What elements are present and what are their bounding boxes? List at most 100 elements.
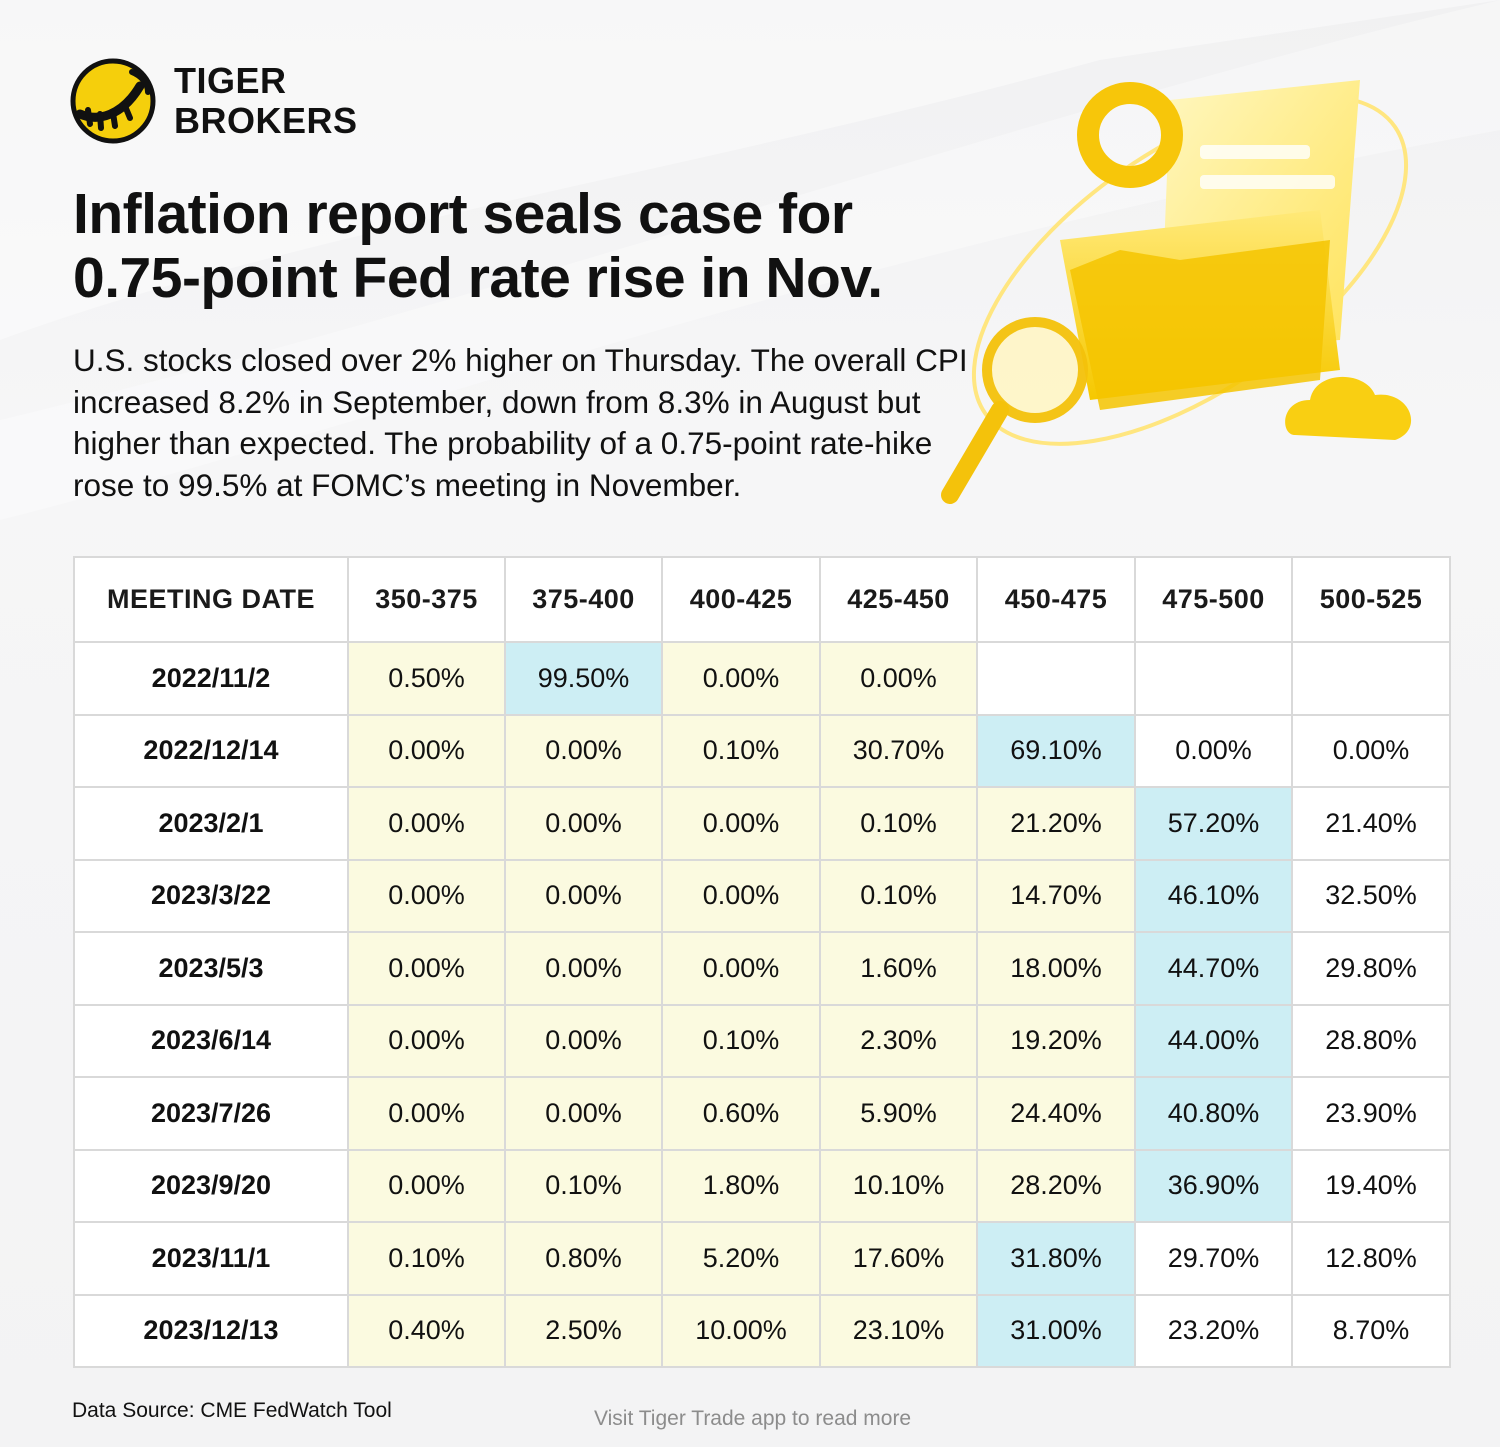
probability-cell-highlighted: 69.10%	[976, 713, 1136, 788]
table-row: 2022/12/14 0.00% 0.00% 0.10% 30.70% 69.10% 0.0…	[73, 713, 1451, 788]
table-row: 2023/12/13 0.40% 2.50% 10.00% 23.10% 31.00% 23…	[73, 1293, 1451, 1368]
meeting-date-cell: 2023/5/3	[73, 931, 349, 1006]
probability-cell: 0.10%	[819, 858, 978, 933]
column-header: 375-400	[504, 556, 663, 643]
meeting-date-cell: 2022/11/2	[73, 641, 349, 716]
table-row: 2022/11/2 0.50% 99.50% 0.00% 0.00%	[73, 641, 1451, 716]
probability-cell	[1291, 641, 1451, 716]
table-row: 2023/9/20 0.00% 0.10% 1.80% 10.10% 28.20% 36.9…	[73, 1148, 1451, 1223]
probability-cell: 0.00%	[1291, 713, 1451, 788]
column-header: 500-525	[1291, 556, 1451, 643]
brand-logo: TIGER BROKERS	[70, 58, 358, 144]
probability-cell: 0.00%	[347, 858, 506, 933]
probability-cell-highlighted: 57.20%	[1134, 786, 1293, 861]
headline-line2: 0.75-point Fed rate rise in Nov.	[73, 246, 883, 310]
column-header: 350-375	[347, 556, 506, 643]
column-header: 425-450	[819, 556, 978, 643]
fedwatch-probability-table: MEETING DATE 350-375 375-400 400-425 425…	[73, 556, 1451, 1368]
probability-cell: 21.20%	[976, 786, 1136, 861]
probability-cell: 0.60%	[661, 1076, 821, 1151]
probability-cell: 5.20%	[661, 1221, 821, 1296]
probability-cell-highlighted: 31.00%	[976, 1293, 1136, 1368]
probability-cell: 5.90%	[819, 1076, 978, 1151]
probability-cell: 0.00%	[1134, 713, 1293, 788]
probability-cell: 0.10%	[819, 786, 978, 861]
brand-name-line1: TIGER	[174, 60, 287, 101]
probability-cell: 28.80%	[1291, 1003, 1451, 1078]
probability-cell: 32.50%	[1291, 858, 1451, 933]
probability-cell: 0.10%	[661, 713, 821, 788]
probability-cell: 0.00%	[347, 1076, 506, 1151]
background-decoration	[0, 0, 1500, 520]
probability-cell: 0.00%	[819, 641, 978, 716]
probability-cell: 24.40%	[976, 1076, 1136, 1151]
probability-cell: 0.00%	[504, 931, 663, 1006]
probability-cell: 0.40%	[347, 1293, 506, 1368]
column-header: 400-425	[661, 556, 821, 643]
probability-cell: 0.00%	[661, 786, 821, 861]
probability-cell: 0.50%	[347, 641, 506, 716]
table-row: 2023/3/22 0.00% 0.00% 0.00% 0.10% 14.70% 46.10…	[73, 858, 1451, 933]
probability-cell: 23.20%	[1134, 1293, 1293, 1368]
table-row: 2023/6/14 0.00% 0.00% 0.10% 2.30% 19.20% 44.00…	[73, 1003, 1451, 1078]
probability-cell: 0.00%	[661, 858, 821, 933]
probability-cell: 0.00%	[504, 1076, 663, 1151]
probability-cell: 23.10%	[819, 1293, 978, 1368]
probability-cell: 28.20%	[976, 1148, 1136, 1223]
probability-cell-highlighted: 44.70%	[1134, 931, 1293, 1006]
table-row: 2023/2/1 0.00% 0.00% 0.00% 0.10% 21.20% 57.20%…	[73, 786, 1451, 861]
probability-cell	[1134, 641, 1293, 716]
probability-cell: 10.10%	[819, 1148, 978, 1223]
probability-cell	[976, 641, 1136, 716]
probability-cell: 0.00%	[661, 641, 821, 716]
column-header: 475-500	[1134, 556, 1293, 643]
meeting-date-cell: 2023/12/13	[73, 1293, 349, 1368]
footer-cta: Visit Tiger Trade app to read more	[594, 1407, 912, 1430]
meeting-date-cell: 2023/11/1	[73, 1221, 349, 1296]
probability-cell: 23.90%	[1291, 1076, 1451, 1151]
meeting-date-cell: 2023/7/26	[73, 1076, 349, 1151]
probability-cell-highlighted: 99.50%	[504, 641, 663, 716]
meeting-date-cell: 2022/12/14	[73, 713, 349, 788]
probability-cell: 0.80%	[504, 1221, 663, 1296]
table-row: 2023/7/26 0.00% 0.00% 0.60% 5.90% 24.40% 40.80…	[73, 1076, 1451, 1151]
probability-cell: 0.10%	[504, 1148, 663, 1223]
probability-cell: 19.20%	[976, 1003, 1136, 1078]
probability-cell: 0.00%	[504, 713, 663, 788]
table-header-row: MEETING DATE 350-375 375-400 400-425 425…	[73, 556, 1451, 643]
rate-probability-table: MEETING DATE 350-375 375-400 400-425 425…	[73, 556, 1451, 1368]
column-header: MEETING DATE	[73, 556, 349, 643]
probability-cell: 10.00%	[661, 1293, 821, 1368]
probability-cell: 2.30%	[819, 1003, 978, 1078]
probability-cell: 19.40%	[1291, 1148, 1451, 1223]
probability-cell: 0.00%	[661, 931, 821, 1006]
probability-cell: 30.70%	[819, 713, 978, 788]
data-source-note: Data Source: CME FedWatch Tool	[72, 1399, 392, 1422]
probability-cell: 29.80%	[1291, 931, 1451, 1006]
tiger-stripes-icon	[70, 58, 156, 144]
probability-cell-highlighted: 44.00%	[1134, 1003, 1293, 1078]
headline: Inflation report seals case for 0.75-poi…	[73, 182, 973, 310]
probability-cell: 17.60%	[819, 1221, 978, 1296]
probability-cell: 29.70%	[1134, 1221, 1293, 1296]
table-row: 2023/11/1 0.10% 0.80% 5.20% 17.60% 31.80% 29.7…	[73, 1221, 1451, 1296]
probability-cell: 0.00%	[347, 1003, 506, 1078]
probability-cell-highlighted: 46.10%	[1134, 858, 1293, 933]
summary-text: U.S. stocks closed over 2% higher on Thu…	[73, 342, 968, 503]
probability-cell-highlighted: 40.80%	[1134, 1076, 1293, 1151]
probability-cell: 0.10%	[661, 1003, 821, 1078]
table-row: 2023/5/3 0.00% 0.00% 0.00% 1.60% 18.00% 44.70%…	[73, 931, 1451, 1006]
brand-name-line2: BROKERS	[174, 100, 358, 141]
probability-cell: 14.70%	[976, 858, 1136, 933]
probability-cell: 21.40%	[1291, 786, 1451, 861]
probability-cell: 0.00%	[504, 858, 663, 933]
meeting-date-cell: 2023/6/14	[73, 1003, 349, 1078]
meeting-date-cell: 2023/3/22	[73, 858, 349, 933]
probability-cell: 12.80%	[1291, 1221, 1451, 1296]
probability-cell: 8.70%	[1291, 1293, 1451, 1368]
probability-cell: 0.00%	[504, 786, 663, 861]
probability-cell: 1.60%	[819, 931, 978, 1006]
probability-cell: 0.00%	[347, 786, 506, 861]
folder-magnifier-cloud-illustration	[941, 80, 1412, 504]
probability-cell-highlighted: 36.90%	[1134, 1148, 1293, 1223]
